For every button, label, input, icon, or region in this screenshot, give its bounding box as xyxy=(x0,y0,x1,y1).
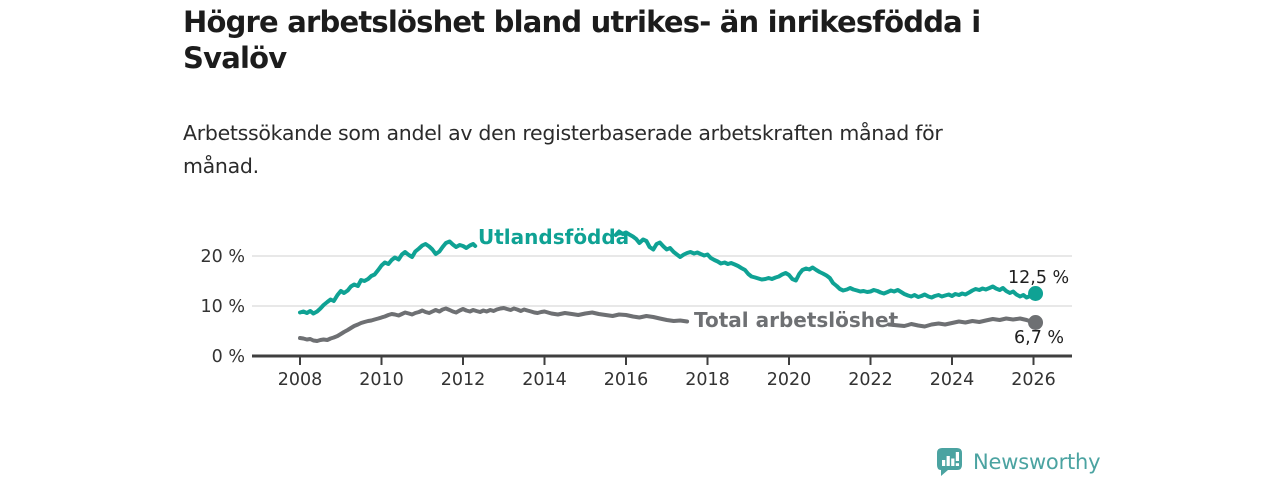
series-line-0 xyxy=(298,239,478,316)
title-line-1: Högre arbetslöshet bland utrikes- än inr… xyxy=(183,5,981,39)
x-tick-label: 2010 xyxy=(359,370,404,390)
newsworthy-logo: Newsworthy xyxy=(935,446,1101,477)
series-line-1 xyxy=(298,306,690,343)
series-label-total-arbetsloshet: Total arbetslöshet xyxy=(694,308,899,332)
newsworthy-logo-text: Newsworthy xyxy=(973,449,1101,474)
y-tick-label: 10 % xyxy=(201,297,245,317)
x-tick-label: 2012 xyxy=(441,370,486,390)
x-tick-label: 2020 xyxy=(767,370,812,390)
end-dot-0 xyxy=(1028,286,1044,301)
series-label-utlandsfodda: Utlandsfödda xyxy=(478,225,630,249)
chart-subtitle: Arbetssökande som andel av den registerb… xyxy=(183,117,1043,183)
x-tick-label: 2014 xyxy=(522,370,567,390)
x-tick-label: 2018 xyxy=(685,370,730,390)
subtitle-line-1: Arbetssökande som andel av den registerb… xyxy=(183,121,943,145)
x-tick-label: 2024 xyxy=(930,370,975,390)
page-title: Högre arbetslöshet bland utrikes- än inr… xyxy=(183,4,1033,76)
y-tick-label: 0 % xyxy=(212,347,245,367)
subtitle-line-2: månad. xyxy=(183,154,259,178)
series-line-0 xyxy=(613,229,1036,300)
x-tick-label: 2016 xyxy=(604,370,649,390)
end-value-label-utlandsfodda: 12,5 % xyxy=(1008,268,1070,288)
x-tick-label: 2026 xyxy=(1011,370,1056,390)
end-dot-1 xyxy=(1028,315,1044,330)
end-value-label-total: 6,7 % xyxy=(1014,328,1065,348)
title-line-2: Svalöv xyxy=(183,41,287,75)
x-tick-label: 2008 xyxy=(278,370,323,390)
x-tick-label: 2022 xyxy=(848,370,893,390)
y-tick-label: 20 % xyxy=(201,247,245,267)
bar-chart-speech-bubble-icon xyxy=(937,448,962,476)
series-line-1 xyxy=(886,316,1036,329)
